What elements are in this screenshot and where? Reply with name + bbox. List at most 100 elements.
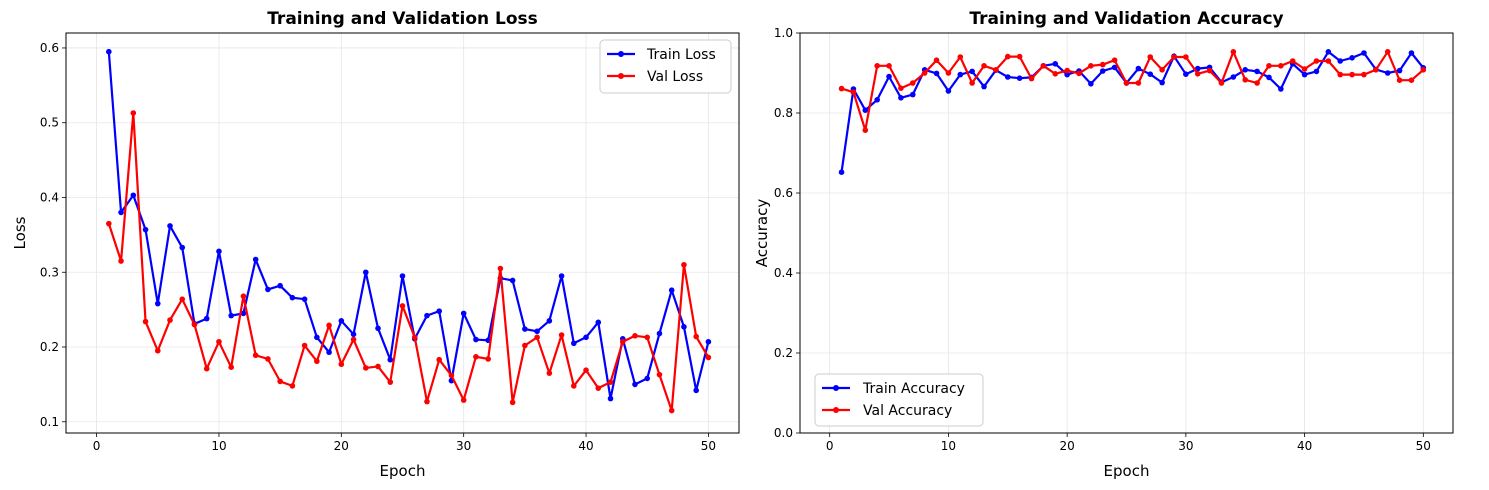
train-loss-point	[118, 209, 124, 216]
val-loss-point	[191, 321, 198, 328]
val-loss-point	[350, 336, 357, 343]
train-accuracy-point	[1064, 71, 1070, 78]
val-accuracy-point	[862, 127, 869, 133]
loss-x-tick-label: 40	[578, 439, 593, 453]
loss-legend: Train Loss Val Loss	[599, 39, 732, 94]
val-loss-point	[644, 334, 651, 341]
train-accuracy-point	[1111, 64, 1118, 71]
accuracy-y-tick-label: 0.2	[774, 346, 793, 360]
val-loss-point	[607, 379, 614, 385]
legend-val-accuracy-label: Val Accuracy	[863, 403, 952, 419]
loss-x-tick-label: 20	[334, 439, 349, 453]
train-accuracy-point	[1278, 86, 1284, 92]
val-accuracy-point	[1266, 63, 1272, 69]
accuracy-x-tick-label: 0	[826, 439, 834, 453]
loss-axes-frame	[65, 32, 740, 434]
val-accuracy-point	[1313, 58, 1320, 64]
train-loss-point	[167, 223, 173, 229]
val-loss-point	[179, 296, 186, 302]
val-accuracy-point	[1016, 53, 1023, 60]
legend-val-loss-label: Val Loss	[647, 69, 703, 85]
accuracy-x-tick-label: 30	[1178, 439, 1193, 453]
train-accuracy-point	[1349, 55, 1355, 61]
val-accuracy-point	[1088, 63, 1094, 69]
loss-y-tick-label: 0.6	[40, 41, 59, 55]
accuracy-x-tick-label: 20	[1059, 439, 1074, 453]
val-loss-point	[448, 372, 455, 379]
train-loss-point	[106, 48, 112, 55]
val-accuracy-point	[945, 70, 952, 76]
train-accuracy-point	[1004, 74, 1011, 80]
val-accuracy-point	[1361, 71, 1367, 78]
val-loss-point	[497, 265, 504, 272]
train-accuracy-point	[1254, 68, 1260, 75]
val-accuracy-point	[1384, 49, 1391, 55]
val-accuracy-point	[1242, 77, 1249, 83]
legend-val-loss-marker	[618, 73, 624, 79]
train-loss-point	[681, 324, 687, 330]
loss-ticks: 0 10 20 30 40 50 0.1 0.2 0.3 0.4 0.5 0.6	[40, 41, 716, 453]
val-loss-point	[362, 365, 369, 371]
val-loss-point	[509, 399, 516, 406]
loss-x-tick-label: 10	[211, 439, 226, 453]
train-loss-point	[240, 310, 247, 317]
val-accuracy-point	[898, 85, 904, 91]
train-loss-point	[350, 331, 357, 338]
train-accuracy-point	[969, 68, 975, 75]
train-loss-point	[546, 318, 553, 324]
val-loss-point	[167, 317, 173, 323]
val-accuracy-point	[1147, 54, 1154, 60]
val-loss-point	[252, 352, 259, 359]
train-accuracy-point	[1016, 75, 1023, 81]
accuracy-y-tick-label: 1.0	[774, 26, 793, 40]
val-accuracy-point	[1135, 80, 1142, 86]
train-accuracy-point	[1396, 67, 1403, 74]
train-loss-point	[338, 318, 345, 324]
loss-y-tick-label: 0.3	[40, 265, 59, 279]
loss-chart: 0 10 20 30 40 50 0.1 0.2 0.3 0.4 0.5 0.6 Training a…	[11, 9, 740, 480]
train-loss-point	[460, 310, 467, 317]
train-accuracy-point	[1242, 67, 1249, 73]
accuracy-x-tick-label: 10	[941, 439, 956, 453]
train-loss-point	[326, 349, 332, 356]
train-accuracy-point	[1052, 61, 1059, 67]
loss-x-tick-label: 50	[701, 439, 716, 453]
val-loss-point	[485, 356, 491, 362]
legend-val-accuracy-marker	[833, 407, 839, 413]
train-loss-point	[595, 319, 602, 326]
val-loss-point	[289, 383, 296, 389]
loss-x-tick-label: 0	[93, 439, 101, 453]
val-accuracy-point	[1337, 71, 1344, 78]
train-accuracy-point	[1384, 70, 1391, 76]
train-loss-point	[522, 326, 528, 332]
train-loss-point	[179, 244, 186, 251]
loss-y-tick-label: 0.1	[40, 415, 59, 429]
train-accuracy-point	[1408, 50, 1415, 56]
val-accuracy-point	[1064, 67, 1070, 74]
val-loss-point	[681, 261, 687, 268]
train-accuracy-point	[898, 95, 904, 101]
val-accuracy-point	[921, 70, 928, 76]
train-loss-point	[228, 312, 234, 319]
train-loss-point	[656, 330, 663, 337]
val-loss-point	[130, 110, 137, 116]
accuracy-axes-frame	[799, 32, 1454, 434]
accuracy-y-tick-label: 0.0	[774, 426, 793, 440]
train-accuracy-point	[862, 107, 869, 113]
train-loss-point	[130, 192, 137, 199]
val-loss-point	[142, 318, 149, 325]
val-loss-point	[301, 342, 308, 349]
val-accuracy-point	[886, 63, 892, 69]
val-loss-point	[265, 356, 271, 362]
val-accuracy-point	[981, 63, 987, 69]
loss-plot-background	[66, 33, 739, 433]
val-accuracy-point	[1289, 58, 1296, 64]
val-accuracy-point	[874, 63, 880, 69]
train-loss-point	[607, 395, 614, 402]
accuracy-y-tick-label: 0.8	[774, 106, 793, 120]
val-loss-point	[632, 333, 638, 339]
loss-x-axis-label: Epoch	[380, 462, 426, 480]
train-loss-point	[203, 315, 210, 322]
val-accuracy-point	[1218, 80, 1225, 86]
accuracy-legend: Train Accuracy Val Accuracy	[814, 373, 984, 427]
